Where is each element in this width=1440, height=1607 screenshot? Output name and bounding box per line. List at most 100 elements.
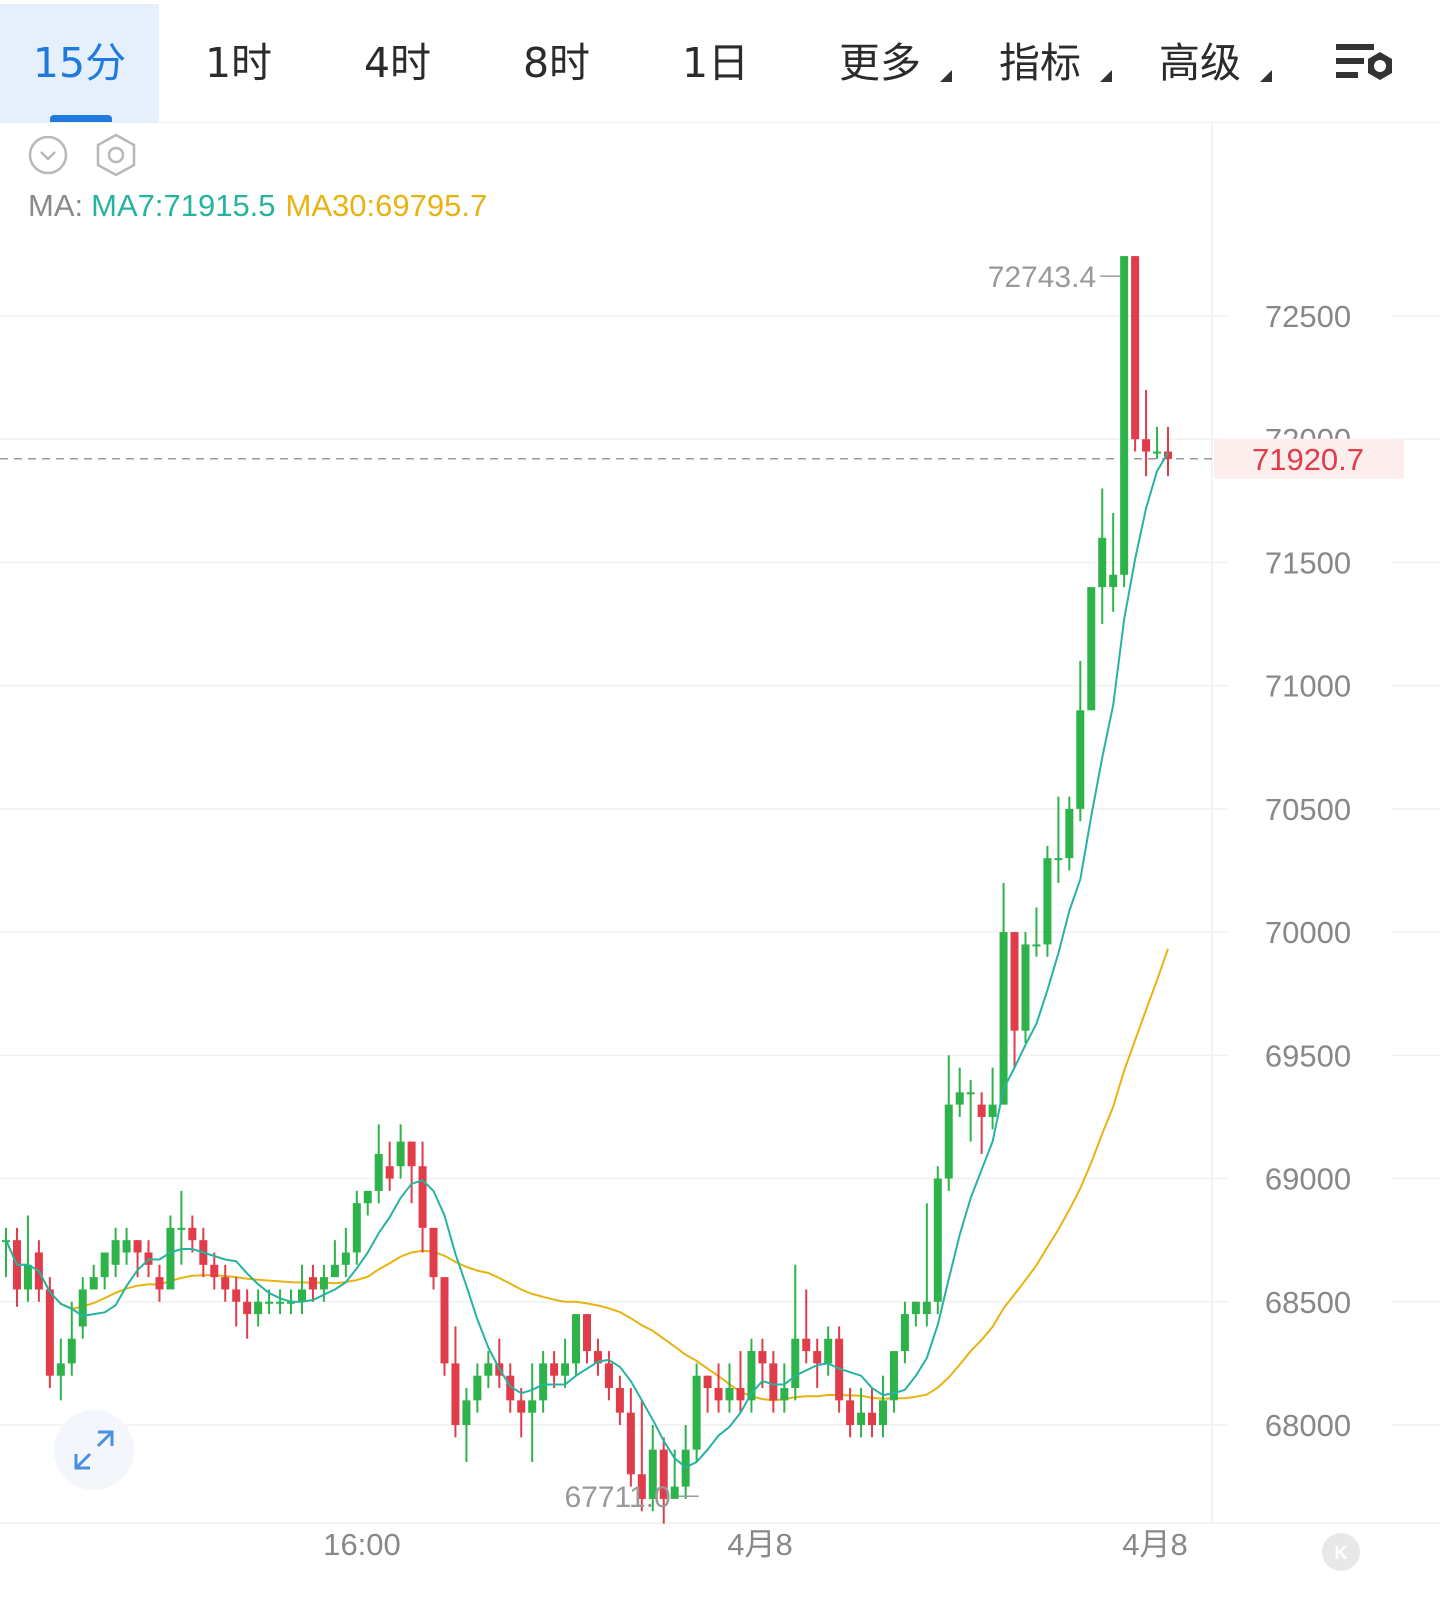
candle-body <box>1098 537 1107 588</box>
candle-body <box>583 1314 591 1352</box>
expand-icon <box>74 1430 114 1470</box>
candle-body <box>451 1363 460 1425</box>
candle-body <box>604 1363 613 1389</box>
high-price-label: 72743.4 <box>988 261 1096 294</box>
candle-body <box>648 1449 657 1499</box>
candle-body <box>254 1301 263 1315</box>
tab-label: 4时 <box>363 39 432 87</box>
x-tick-label: 16:00 <box>323 1527 401 1562</box>
hexagon-settings-icon[interactable] <box>96 133 136 177</box>
candle-body <box>363 1190 372 1204</box>
y-tick-label: 70000 <box>1265 915 1351 950</box>
candle-body <box>813 1351 822 1364</box>
dropdown-corner-icon <box>940 70 952 82</box>
candle-body <box>889 1351 898 1401</box>
last-price-badge <box>1214 438 1404 479</box>
tab-label: 15分 <box>32 39 127 87</box>
tab-1h[interactable]: 1时 <box>159 4 318 122</box>
chart-settings-icon[interactable] <box>1336 34 1400 94</box>
candle-body <box>911 1301 920 1315</box>
candle-body <box>506 1375 515 1401</box>
candle-body <box>221 1277 230 1290</box>
candle-body <box>966 1092 975 1095</box>
tab-15min[interactable]: 15分 <box>0 4 159 122</box>
low-price-label: 67711.0 <box>564 1481 670 1514</box>
candle-body <box>922 1301 931 1315</box>
candle-body <box>977 1104 986 1117</box>
y-tick-label: 71500 <box>1265 545 1351 580</box>
candle-body <box>23 1264 32 1290</box>
candle-body <box>637 1474 646 1499</box>
candle-body <box>100 1252 109 1278</box>
y-tick-label: 69500 <box>1265 1038 1351 1073</box>
y-tick-label: 69000 <box>1265 1162 1351 1197</box>
tab-8h[interactable]: 8时 <box>477 4 636 122</box>
candle-body <box>396 1141 405 1167</box>
candle-body <box>561 1363 570 1376</box>
candle-body <box>878 1400 887 1425</box>
candle-body <box>341 1252 350 1265</box>
candle-body <box>615 1388 624 1413</box>
x-tick-label: 4月8 <box>727 1527 792 1562</box>
tab-1d[interactable]: 1日 <box>636 4 795 122</box>
candle-body <box>802 1338 811 1352</box>
candle-body <box>89 1277 98 1290</box>
candle-body <box>747 1351 756 1401</box>
candle-body <box>714 1388 723 1401</box>
ma7-line <box>5 452 1169 1469</box>
candle-body <box>944 1104 953 1179</box>
candle-body <box>166 1227 175 1290</box>
candle-body <box>593 1351 602 1364</box>
candle-body <box>725 1388 734 1401</box>
tab-label: 1日 <box>681 39 750 87</box>
candle-body <box>999 932 1008 1105</box>
chevron-down-icon[interactable] <box>28 135 68 175</box>
candle-body <box>1131 256 1140 440</box>
candle-body <box>56 1363 65 1376</box>
candle-body <box>692 1375 701 1450</box>
candle-body <box>1021 944 1030 1031</box>
candle-body <box>111 1240 120 1265</box>
tab-advanced[interactable]: 高级 <box>1150 4 1272 122</box>
tab-label: 1时 <box>204 39 273 87</box>
tab-label: 指标 <box>999 39 1081 87</box>
candle-body <box>1087 587 1096 711</box>
candle-body <box>736 1388 745 1401</box>
expand-button[interactable] <box>54 1410 134 1490</box>
candle-body <box>418 1166 427 1228</box>
dropdown-corner-icon <box>1100 70 1112 82</box>
y-tick-label: 70500 <box>1265 792 1351 827</box>
candle-body <box>572 1314 581 1364</box>
brand-logo: K <box>1322 1533 1360 1571</box>
candle-body <box>473 1375 482 1401</box>
candle-body <box>243 1301 252 1315</box>
candle-body <box>1153 451 1162 454</box>
candle-body <box>440 1277 449 1364</box>
kline-chart[interactable]: 7250072000715007100070500700006950069000… <box>0 123 1440 1607</box>
candle-body <box>210 1264 219 1278</box>
candle-body <box>297 1289 306 1302</box>
candle-body <box>1109 574 1118 588</box>
tab-4h[interactable]: 4时 <box>318 4 477 122</box>
candle-body <box>45 1289 54 1376</box>
candle-body <box>374 1153 383 1191</box>
candle-body <box>462 1400 471 1425</box>
ma7-value: MA7:71915.5 <box>91 188 276 223</box>
tab-indicators[interactable]: 指标 <box>990 4 1112 122</box>
candle-body <box>857 1412 866 1425</box>
candle-body <box>484 1363 493 1376</box>
candle-body <box>659 1449 668 1499</box>
candlestick-chart: 7250072000715007100070500700006950069000… <box>0 123 1440 1562</box>
candle-body <box>758 1351 767 1364</box>
candle-body <box>232 1289 241 1302</box>
tab-more[interactable]: 更多 <box>830 4 952 122</box>
last-price-label: 71920.7 <box>1252 442 1364 477</box>
tab-label: 更多 <box>839 39 921 87</box>
candle-body <box>846 1400 855 1425</box>
dropdown-corner-icon <box>1260 70 1272 82</box>
candle-body <box>933 1178 942 1302</box>
candle-body <box>900 1314 909 1352</box>
candle-body <box>1043 858 1052 945</box>
candle-body <box>703 1375 712 1389</box>
candle-body <box>188 1227 197 1241</box>
